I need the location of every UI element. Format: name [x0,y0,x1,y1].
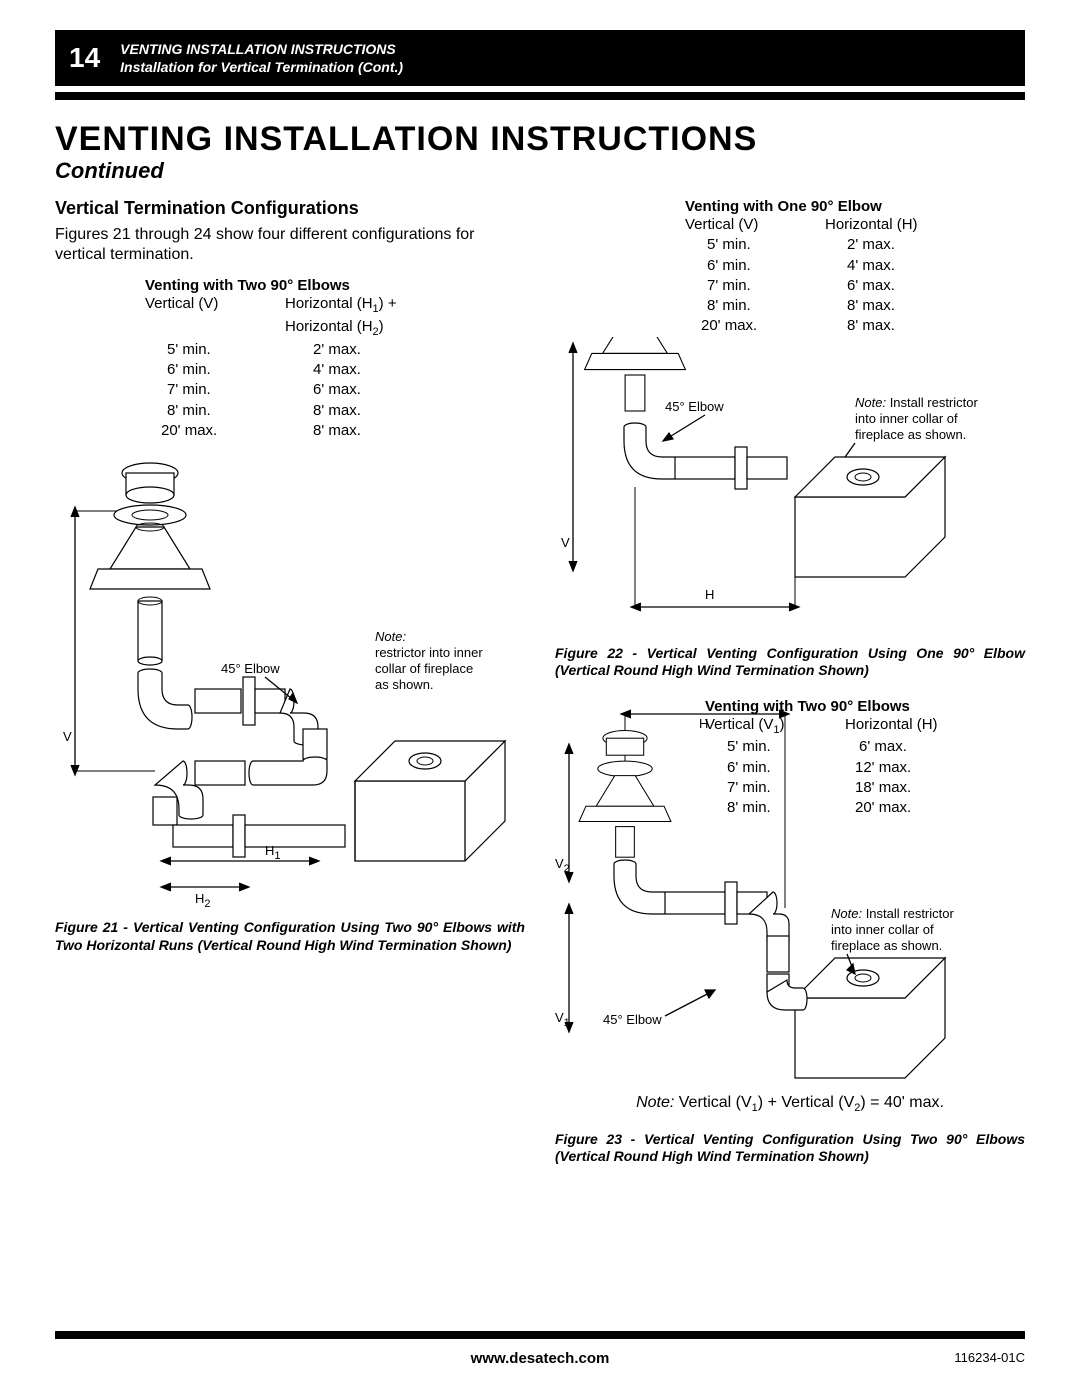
svg-text:V: V [561,535,570,550]
table-row: 20' max.8' max. [685,316,1025,336]
fig22-caption: Figure 22 - Vertical Venting Configurati… [555,645,1025,680]
svg-text:into inner collar of: into inner collar of [855,411,958,426]
intro-paragraph: Figures 21 through 24 show four differen… [55,225,525,265]
svg-text:H2: H2 [195,891,211,910]
t: ) = 40' max. [860,1094,944,1111]
fig21-note: Note: [375,629,406,644]
table-row: 6' min.4' max. [685,256,1025,276]
footer: www.desatech.com 116234-01C [55,1350,1025,1367]
cell: 8' max. [285,401,445,421]
fig21-head-row: Vertical (V) Horizontal (H1) + [145,294,525,317]
svg-text:V2: V2 [555,856,570,875]
table-row: 8' min.8' max. [145,401,525,421]
cell: 4' max. [825,256,985,276]
fig21-col2-head-b: ) + [379,295,397,312]
svg-text:fireplace as shown.: fireplace as shown. [831,938,942,953]
fig21-subheading: Venting with Two 90° Elbows [145,277,525,294]
cell: 7' min. [145,380,285,400]
table-row: 20' max.8' max. [145,421,525,441]
cell: 6' max. [825,276,985,296]
table-row: 6' min.4' max. [145,360,525,380]
svg-text:into inner collar of: into inner collar of [831,922,934,937]
continued-label: Continued [55,158,1025,184]
fig22-elbow-label: 45° Elbow [665,399,724,414]
footer-rule [55,1331,1025,1339]
svg-text:H: H [699,716,708,731]
cell: 8' max. [285,421,445,441]
cell: 20' max. [145,421,285,441]
fig22-col2-head: Horizontal (H) [825,215,985,235]
svg-text:H: H [705,587,714,602]
fig22-subheading: Venting with One 90° Elbow [685,198,1025,215]
fig22-col1-head: Vertical (V) [685,215,825,235]
table-row: 7' min.6' max. [145,380,525,400]
header-band: 14 VENTING INSTALLATION INSTRUCTIONS Ins… [55,30,1025,86]
fig21-elbow-label: 45° Elbow [221,661,280,676]
fig21-caption: Figure 21 - Vertical Venting Configurati… [55,919,525,954]
cell: 8' min. [685,296,825,316]
t: ) + Vertical (V [758,1094,854,1111]
footer-site: www.desatech.com [471,1350,610,1367]
fig21-diagram: V [55,441,525,911]
cell: 7' min. [685,276,825,296]
table-row: 5' min.2' max. [145,340,525,360]
header-text: VENTING INSTALLATION INSTRUCTIONS Instal… [120,40,403,76]
fig21-col2-head: Horizontal (H1) + [285,294,445,317]
cell: 6' min. [145,360,285,380]
svg-text:restrictor into inner: restrictor into inner [375,645,483,660]
cell: 5' min. [145,340,285,360]
cell: 2' max. [825,235,985,255]
right-column: Venting with One 90° Elbow Vertical (V) … [555,198,1025,1166]
fig21-col2-head2-a: Horizontal (H [285,318,373,335]
fig23-bottom-note: Note: Vertical (V1) + Vertical (V2) = 40… [555,1094,1025,1114]
table-row: 8' min.8' max. [685,296,1025,316]
cell: 6' max. [285,380,445,400]
cell: 8' max. [825,316,985,336]
cell: 20' max. [685,316,825,336]
left-column: Vertical Termination Configurations Figu… [55,198,525,1166]
page-number: 14 [69,42,100,74]
fig23-caption: Figure 23 - Vertical Venting Configurati… [555,1131,1025,1166]
cell: 4' max. [285,360,445,380]
content-columns: Vertical Termination Configurations Figu… [55,198,1025,1166]
t: Vertical (V [674,1094,751,1111]
footer-doc: 116234-01C [954,1350,1025,1365]
svg-text:as shown.: as shown. [375,677,434,692]
table-row: 7' min.6' max. [685,276,1025,296]
table-row: 5' min.2' max. [685,235,1025,255]
svg-text:collar of fireplace: collar of fireplace [375,661,473,676]
svg-text:Note: Install restrictor: Note: Install restrictor [831,906,954,921]
fig23-note-lbl: Note: [636,1094,674,1111]
fig22-diagram: V 45° Elbow [555,337,1025,637]
cell: 5' min. [685,235,825,255]
fig22-head-row: Vertical (V) Horizontal (H) [685,215,1025,235]
svg-text:V1: V1 [555,1010,570,1029]
vertical-termination-heading: Vertical Termination Configurations [55,198,525,219]
fig21-col2-head2-b: ) [379,318,384,335]
header-line1: VENTING INSTALLATION INSTRUCTIONS [120,40,403,58]
main-title: VENTING INSTALLATION INSTRUCTIONS [55,122,1025,158]
svg-text:Note: Install restrictor: Note: Install restrictor [855,395,978,410]
header-line2: Installation for Vertical Termination (C… [120,58,403,76]
fig23-elbow-label: 45° Elbow [603,1012,662,1027]
svg-text:V: V [63,729,72,744]
cell: 8' max. [825,296,985,316]
fig21-col2-head-a: Horizontal (H [285,295,373,312]
fig23-diagram: H V2 [555,708,1025,1088]
svg-text:fireplace as shown.: fireplace as shown. [855,427,966,442]
cell: 6' min. [685,256,825,276]
header-rule [55,92,1025,100]
fig21-col2-head2: Horizontal (H2) [285,317,445,340]
fig21-col1-head: Vertical (V) [145,294,285,317]
cell: 2' max. [285,340,445,360]
cell: 8' min. [145,401,285,421]
fig21-head-row2: Horizontal (H2) [145,317,525,340]
